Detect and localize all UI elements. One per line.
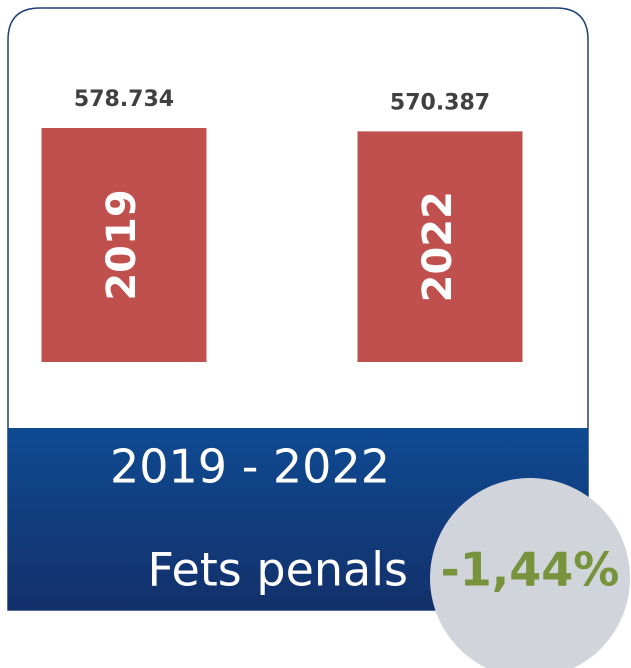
bar xyxy=(357,131,523,362)
title: Fets penals xyxy=(148,543,408,597)
value-label: 570.387 xyxy=(390,90,490,115)
bar xyxy=(41,127,207,362)
value-label: 578.734 xyxy=(74,87,174,112)
category-label: 2022 xyxy=(415,191,461,302)
badge xyxy=(430,478,630,668)
category-label: 2019 xyxy=(99,189,145,300)
change-label: -1,44% xyxy=(441,543,620,597)
subtitle: 2019 - 2022 xyxy=(110,440,390,494)
